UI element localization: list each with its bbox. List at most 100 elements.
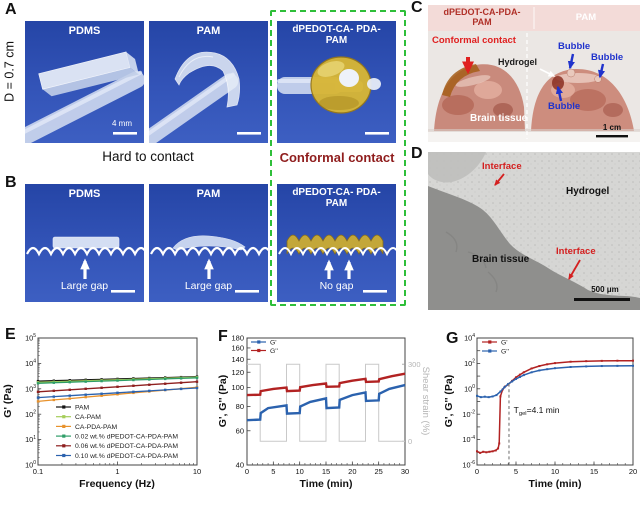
panel-a-letter: A [5,1,17,18]
svg-text:Shear strain (%): Shear strain (%) [420,367,430,436]
caption-conformal-contact: Conformal contact [279,150,395,165]
bent-pam-slab [174,51,241,108]
panel-f-letter: F [218,328,228,345]
glass-tube [149,72,239,143]
svg-text:G', G'' (Pa): G', G'' (Pa) [443,375,455,427]
brain-photo-art [428,5,640,142]
gelation-time-chart: 0 5 10 15 20 10-6 10-4 10-2 100 102 104 G' G'' Time (… [443,333,637,490]
svg-text:Tgel=4.1 min: Tgel=4.1 min [514,405,560,417]
soft-slab [172,235,246,251]
scale-bar-label: 500 μm [591,285,619,294]
svg-text:Time (min): Time (min) [300,478,353,490]
svg-text:101: 101 [25,435,36,444]
scale-bar [363,290,387,293]
bubble-arrow-icon [598,63,606,79]
brain-contact-photo: dPEDOT-CA-PDA-PAM PAM Conformal contact … [428,5,640,142]
bubble-label: Bubble [548,101,581,112]
interface-label: Interface [482,161,522,172]
svg-text:G'': G'' [270,348,278,355]
interface-arrow-icon [568,259,581,280]
photo-dpedot-nogap: dPEDOT-CA- PDA-PAM No gap [277,184,396,302]
svg-text:G', G'' (Pa): G', G'' (Pa) [217,375,229,427]
brain-tissue-label: Brain tissue [470,113,528,124]
svg-text:300: 300 [408,360,421,369]
svg-text:CA-PDA-PAM: CA-PDA-PAM [75,424,118,431]
svg-text:100: 100 [231,383,244,392]
photo-title: PAM [196,25,221,37]
scale-bar [235,290,259,293]
tube-tip [367,78,381,90]
svg-text:0: 0 [245,467,249,476]
svg-text:0: 0 [475,467,479,476]
svg-text:10: 10 [193,467,201,476]
svg-text:25: 25 [374,467,382,476]
svg-text:15: 15 [322,467,330,476]
photo-pdms-tube: PDMS 4 mm [25,21,144,143]
scale-bar [111,290,135,293]
svg-text:15: 15 [590,467,598,476]
svg-text:G'': G'' [501,348,509,355]
svg-text:CA-PAM: CA-PAM [75,414,101,421]
svg-text:20: 20 [348,467,356,476]
svg-text:0.10 wt.% dPEDOT-CA-PDA-PAM: 0.10 wt.% dPEDOT-CA-PDA-PAM [75,453,178,460]
pdms-gap-art [26,236,144,293]
photo-pdms-gap: PDMS Large gap [25,184,144,302]
frequency-sweep-chart: 0.1 1 10 100 101 102 103 104 105 PAM CA-PAM CA-PDA-… [2,333,201,490]
pdms-photo-art [25,51,144,143]
svg-text:80: 80 [236,402,244,411]
interface-arrow-icon [494,173,505,186]
svg-text:10-4: 10-4 [462,435,475,444]
photo-title: PDMS [68,188,101,200]
pam-photo-art [149,51,261,143]
photo-title: PDMS [68,25,101,37]
bubble-label: Bubble [558,41,591,52]
svg-text:G': G' [501,339,508,346]
interface-micrograph: Interface Hydrogel Interface Brain tissu… [428,152,640,310]
svg-text:10-6: 10-6 [462,460,475,469]
pam-gap-art [150,235,268,293]
svg-text:100: 100 [464,384,475,393]
scale-bar-label: 1 cm [602,123,622,132]
hydrogel-label: Hydrogel [566,186,610,197]
panel-d-letter: D [411,145,423,162]
svg-text:G': G' [270,339,277,346]
scale-bar [365,132,389,135]
svg-text:5: 5 [271,467,275,476]
svg-text:0: 0 [408,437,412,446]
header-right-label: PAM [575,12,597,23]
svg-text:10-2: 10-2 [462,409,475,418]
diameter-label: D = 0.7 cm [2,41,17,102]
caption-hard-to-contact: Hard to contact [102,149,194,164]
photo-title: PAM [196,188,221,200]
brain-tissue-label: Brain tissue [472,254,530,265]
svg-text:0.1: 0.1 [33,467,43,476]
photo-title: dPEDOT-CA- PDA-PAM [292,24,381,47]
svg-text:100: 100 [25,460,36,469]
svg-text:5: 5 [514,467,518,476]
stiff-slab [52,236,120,249]
svg-text:40: 40 [236,461,244,470]
svg-text:120: 120 [231,368,244,377]
wavy-surface [150,246,268,257]
svg-text:103: 103 [25,384,36,393]
hydrogel-arrow-icon [539,68,556,77]
scale-bar-label: 4 mm [112,119,132,128]
svg-text:20: 20 [629,467,637,476]
svg-text:102: 102 [464,359,475,368]
gap-label: No gap [319,280,354,292]
panel-e-letter: E [5,326,16,343]
svg-text:0.02 wt.% dPEDOT-CA-PDA-PAM: 0.02 wt.% dPEDOT-CA-PDA-PAM [75,434,178,441]
glass-tube [25,70,144,143]
photo-dpedot-tube: dPEDOT-CA- PDA-PAM [277,21,396,143]
panel-b-letter: B [5,174,17,191]
svg-text:G' (Pa): G' (Pa) [2,384,14,417]
bubble-arrow-icon [567,53,575,70]
photo-pam-tube: PAM [149,21,268,143]
photo-pam-gap: PAM Large gap [149,184,268,302]
svg-text:180: 180 [231,334,244,343]
header-left-label: dPEDOT-CA-PDA-PAM [443,7,521,28]
svg-text:102: 102 [25,409,36,418]
brain-tissue-region [428,186,640,310]
